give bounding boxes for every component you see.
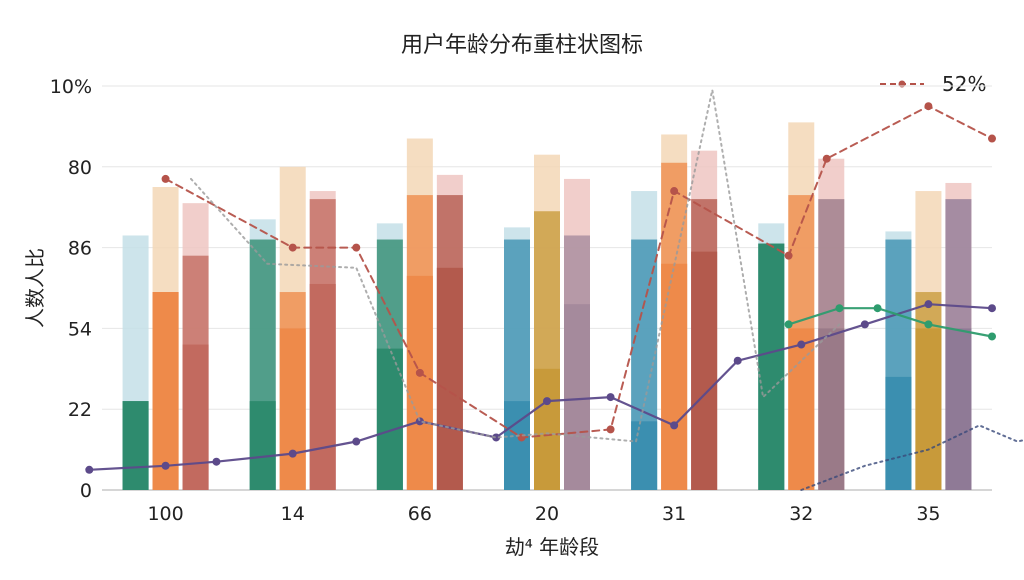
line-point: [924, 300, 933, 309]
line-point: [924, 102, 933, 111]
line-point: [784, 320, 793, 329]
bar-base: [564, 304, 590, 490]
bar-base: [436, 267, 463, 490]
line-point: [924, 320, 933, 329]
line-point: [352, 437, 361, 446]
bar-base: [504, 401, 530, 490]
bar-base: [406, 275, 433, 490]
chart-title: 用户年龄分布重柱状图标: [401, 33, 643, 58]
line-point: [988, 332, 996, 341]
line-point: [606, 425, 615, 434]
bar-base: [152, 292, 179, 490]
line-point: [543, 397, 551, 406]
legend: 52%: [880, 72, 986, 96]
bar-base: [376, 348, 403, 490]
line-point: [161, 174, 170, 183]
bar-base: [691, 251, 718, 490]
bar-base: [249, 401, 276, 490]
line-point: [988, 304, 996, 313]
x-tick-label: 20: [535, 503, 559, 525]
line-series-4: [800, 424, 1024, 491]
x-tick-label: 35: [916, 503, 940, 525]
bar-base: [788, 328, 815, 490]
plot-area: 0 22 54 86 80 10% 100 14 66 20 31 32 35: [50, 76, 1024, 525]
bar-base: [945, 328, 972, 490]
x-tick-label: 14: [281, 503, 305, 525]
y-tick-label: 10%: [50, 76, 92, 98]
line-point: [85, 465, 94, 474]
line-point: [988, 134, 996, 143]
line-point: [784, 251, 793, 260]
line-point: [670, 187, 679, 196]
line-point: [288, 243, 297, 252]
legend-label: 52%: [942, 72, 986, 96]
bar-base: [182, 344, 209, 490]
line-point: [288, 449, 297, 458]
x-tick-label: 66: [408, 503, 432, 525]
line-point: [670, 421, 679, 430]
bar-base: [885, 376, 912, 490]
x-tick-label: 100: [147, 503, 183, 525]
bar-base: [309, 283, 336, 490]
line-point: [797, 340, 806, 349]
y-tick-label: 0: [80, 480, 92, 502]
line-point: [161, 461, 170, 470]
line-point: [860, 320, 869, 329]
line-point: [733, 356, 742, 365]
x-tick-label: 32: [789, 503, 813, 525]
y-tick-label: 86: [68, 238, 92, 260]
line-point: [415, 368, 424, 377]
line-point: [352, 243, 361, 252]
x-axis-label: 劫⁴ 年龄段: [505, 535, 599, 559]
line-point: [835, 304, 844, 313]
line-series-3: [190, 89, 841, 443]
line-point: [492, 433, 501, 442]
bar-base: [661, 263, 688, 490]
bar-base: [534, 368, 560, 490]
bar-base: [818, 328, 845, 490]
line-point: [415, 417, 424, 426]
y-tick-label: 22: [68, 399, 92, 421]
x-tick-label: 31: [662, 503, 686, 525]
y-tick-label: 80: [68, 157, 92, 179]
bar-base: [122, 401, 149, 490]
y-tick-label: 54: [68, 318, 92, 340]
y-axis-label: 人数人比: [23, 248, 47, 328]
line-point: [822, 154, 831, 163]
bar-base: [758, 243, 785, 490]
line-point: [212, 457, 221, 466]
line-point: [873, 304, 882, 313]
line-point: [606, 393, 615, 402]
bar-base: [631, 421, 658, 490]
bar-base: [915, 328, 942, 490]
bar-base: [279, 328, 306, 490]
